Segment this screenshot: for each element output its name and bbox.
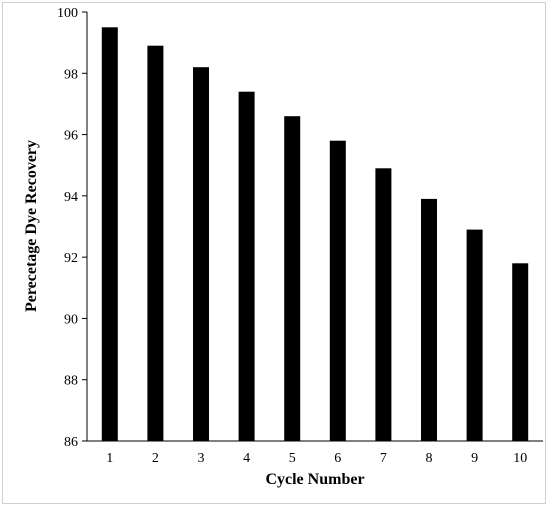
- x-ticks-group: 1 2 3 4 5 6 7 8 9 10: [106, 451, 527, 466]
- bar-cycle-10: [512, 263, 529, 441]
- x-tick-label: 5: [289, 451, 296, 466]
- x-tick-label: 9: [471, 451, 478, 466]
- y-tick-label: 92: [64, 251, 78, 266]
- x-tick-label: 4: [243, 451, 250, 466]
- x-tick-label: 2: [152, 451, 159, 466]
- bars-group: [101, 27, 529, 442]
- y-tick-label: 86: [64, 435, 78, 450]
- bar-cycle-3: [193, 67, 209, 441]
- y-ticks-group: 86 88 90 92 94 96 98 100: [57, 6, 87, 450]
- y-tick-label: 98: [64, 67, 78, 82]
- y-tick-label: 96: [64, 129, 78, 144]
- y-tick-label: 100: [57, 6, 78, 21]
- bar-cycle-6: [329, 140, 346, 441]
- y-tick-label: 94: [64, 190, 78, 205]
- x-axis-title: Cycle Number: [265, 471, 364, 488]
- x-tick-label: 8: [426, 451, 433, 466]
- bar-cycle-1: [101, 27, 118, 442]
- x-tick-label: 7: [380, 451, 387, 466]
- y-tick-label: 88: [64, 374, 78, 389]
- bar-cycle-2: [147, 45, 164, 441]
- chart-frame: [2, 2, 546, 504]
- y-axis-title: Perecetage Dye Recovery: [23, 140, 40, 312]
- x-tick-label: 1: [106, 451, 113, 466]
- x-tick-label: 6: [334, 451, 341, 466]
- bar-cycle-5: [284, 116, 301, 441]
- x-tick-label: 10: [513, 451, 527, 466]
- bar-cycle-7: [375, 168, 392, 442]
- y-tick-label: 90: [64, 312, 78, 327]
- bar-cycle-8: [421, 198, 437, 441]
- bar-cycle-4: [238, 91, 255, 441]
- bar-cycle-9: [466, 229, 483, 441]
- x-tick-label: 3: [198, 451, 205, 466]
